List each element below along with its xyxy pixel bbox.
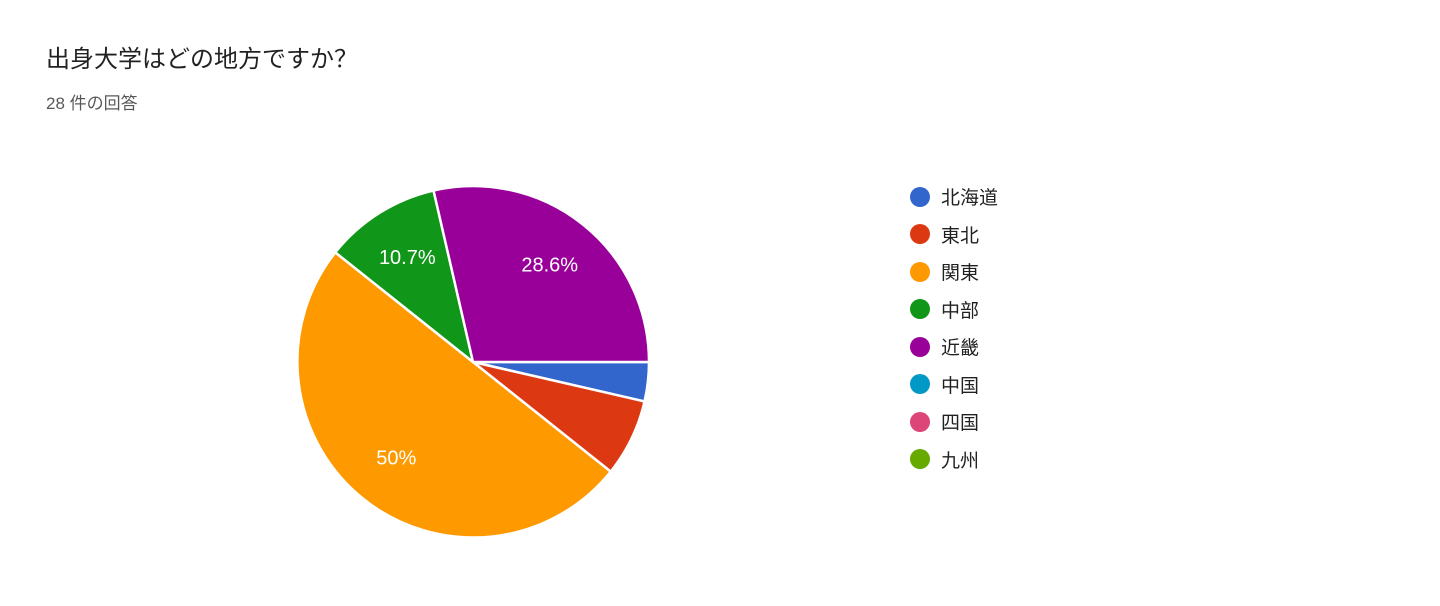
chart-legend: 北海道東北関東中部近畿中国四国九州 [910, 178, 998, 478]
legend-color-dot [910, 336, 930, 357]
legend-item-label: 中国 [941, 375, 980, 397]
legend-item: 中国 [910, 366, 998, 404]
legend-color-dot [910, 374, 930, 395]
legend-item: 近畿 [910, 328, 998, 366]
legend-color-dot [910, 186, 930, 207]
legend-item: 関東 [910, 253, 998, 291]
response-count: 28 件の回答 [46, 94, 138, 113]
legend-item: 九州 [910, 441, 998, 479]
pie-slice-label: 50% [376, 447, 416, 469]
legend-item-label: 近畿 [941, 338, 980, 360]
legend-item: 四国 [910, 403, 998, 441]
legend-item: 中部 [910, 291, 998, 329]
legend-color-dot [910, 449, 930, 470]
pie-slice-label: 28.6% [521, 255, 578, 277]
legend-item-label: 関東 [941, 263, 980, 285]
pie-chart-svg: 50% 10.7% 28.6% [296, 184, 651, 539]
pie-slice [296, 251, 612, 539]
pie-slice-label: 10.7% [379, 247, 436, 269]
legend-item-label: 中部 [941, 300, 980, 322]
legend-item: 東北 [910, 216, 998, 254]
legend-item: 北海道 [910, 178, 998, 216]
legend-color-dot [910, 411, 930, 432]
pie-slice [432, 184, 651, 364]
legend-color-dot [910, 261, 930, 282]
legend-item-label: 九州 [941, 450, 980, 472]
question-title: 出身大学はどの地方ですか？ [46, 46, 358, 73]
legend-color-dot [910, 299, 930, 320]
pie-chart: 50% 10.7% 28.6% [293, 182, 653, 542]
legend-item-label: 東北 [941, 225, 980, 247]
legend-color-dot [910, 224, 930, 245]
legend-item-label: 北海道 [941, 188, 999, 210]
pie-slice [334, 189, 475, 364]
legend-item-label: 四国 [941, 413, 980, 435]
